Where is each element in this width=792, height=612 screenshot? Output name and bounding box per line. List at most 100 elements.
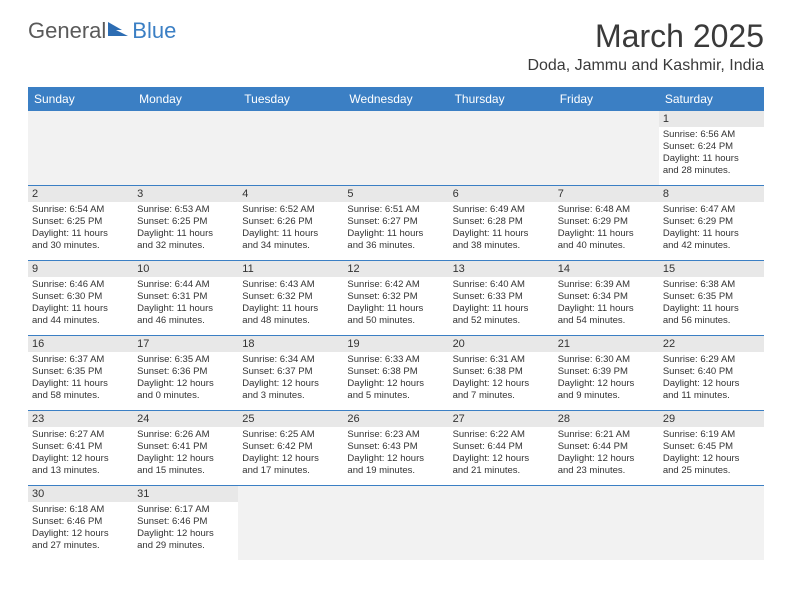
info-line: Sunset: 6:44 PM (453, 441, 550, 453)
day-cell: 19Sunrise: 6:33 AMSunset: 6:38 PMDayligh… (343, 336, 448, 410)
info-line: Sunset: 6:40 PM (663, 366, 760, 378)
info-line: Sunrise: 6:18 AM (32, 504, 129, 516)
info-line: Daylight: 12 hours (347, 378, 444, 390)
sun-info: Sunrise: 6:23 AMSunset: 6:43 PMDaylight:… (347, 429, 444, 477)
info-line: Sunset: 6:28 PM (453, 216, 550, 228)
day-cell: 30Sunrise: 6:18 AMSunset: 6:46 PMDayligh… (28, 486, 133, 560)
info-line: Sunset: 6:32 PM (242, 291, 339, 303)
day-cell: 8Sunrise: 6:47 AMSunset: 6:29 PMDaylight… (659, 186, 764, 260)
day-number: 17 (133, 336, 238, 352)
empty-cell (554, 111, 659, 185)
info-line: Sunrise: 6:29 AM (663, 354, 760, 366)
day-header-row: SundayMondayTuesdayWednesdayThursdayFrid… (28, 87, 764, 111)
day-number: 13 (449, 261, 554, 277)
location-text: Doda, Jammu and Kashmir, India (527, 57, 764, 75)
info-line: Daylight: 11 hours (347, 228, 444, 240)
info-line: Sunrise: 6:37 AM (32, 354, 129, 366)
sun-info: Sunrise: 6:47 AMSunset: 6:29 PMDaylight:… (663, 204, 760, 252)
week-row: 23Sunrise: 6:27 AMSunset: 6:41 PMDayligh… (28, 411, 764, 486)
sun-info: Sunrise: 6:39 AMSunset: 6:34 PMDaylight:… (558, 279, 655, 327)
info-line: Daylight: 12 hours (347, 453, 444, 465)
week-row: 16Sunrise: 6:37 AMSunset: 6:35 PMDayligh… (28, 336, 764, 411)
sun-info: Sunrise: 6:18 AMSunset: 6:46 PMDaylight:… (32, 504, 129, 552)
info-line: and 56 minutes. (663, 315, 760, 327)
info-line: Sunrise: 6:54 AM (32, 204, 129, 216)
info-line: Sunrise: 6:51 AM (347, 204, 444, 216)
logo: General Blue (28, 18, 176, 44)
info-line: Daylight: 12 hours (663, 453, 760, 465)
info-line: Daylight: 11 hours (663, 228, 760, 240)
day-number: 28 (554, 411, 659, 427)
sun-info: Sunrise: 6:27 AMSunset: 6:41 PMDaylight:… (32, 429, 129, 477)
info-line: Daylight: 11 hours (453, 303, 550, 315)
sun-info: Sunrise: 6:40 AMSunset: 6:33 PMDaylight:… (453, 279, 550, 327)
day-cell: 11Sunrise: 6:43 AMSunset: 6:32 PMDayligh… (238, 261, 343, 335)
sun-info: Sunrise: 6:54 AMSunset: 6:25 PMDaylight:… (32, 204, 129, 252)
day-cell: 25Sunrise: 6:25 AMSunset: 6:42 PMDayligh… (238, 411, 343, 485)
day-cell: 3Sunrise: 6:53 AMSunset: 6:25 PMDaylight… (133, 186, 238, 260)
sun-info: Sunrise: 6:37 AMSunset: 6:35 PMDaylight:… (32, 354, 129, 402)
info-line: Daylight: 12 hours (32, 528, 129, 540)
day-cell: 4Sunrise: 6:52 AMSunset: 6:26 PMDaylight… (238, 186, 343, 260)
day-number: 18 (238, 336, 343, 352)
logo-text-1: General (28, 18, 106, 44)
info-line: and 54 minutes. (558, 315, 655, 327)
info-line: Daylight: 11 hours (32, 303, 129, 315)
empty-cell (554, 486, 659, 560)
info-line: and 46 minutes. (137, 315, 234, 327)
month-title: March 2025 (527, 18, 764, 55)
empty-cell (343, 486, 448, 560)
info-line: Sunset: 6:43 PM (347, 441, 444, 453)
day-cell: 5Sunrise: 6:51 AMSunset: 6:27 PMDaylight… (343, 186, 448, 260)
info-line: and 23 minutes. (558, 465, 655, 477)
day-cell: 7Sunrise: 6:48 AMSunset: 6:29 PMDaylight… (554, 186, 659, 260)
day-cell: 14Sunrise: 6:39 AMSunset: 6:34 PMDayligh… (554, 261, 659, 335)
sun-info: Sunrise: 6:22 AMSunset: 6:44 PMDaylight:… (453, 429, 550, 477)
sun-info: Sunrise: 6:34 AMSunset: 6:37 PMDaylight:… (242, 354, 339, 402)
info-line: Daylight: 12 hours (453, 378, 550, 390)
day-cell: 12Sunrise: 6:42 AMSunset: 6:32 PMDayligh… (343, 261, 448, 335)
day-cell: 15Sunrise: 6:38 AMSunset: 6:35 PMDayligh… (659, 261, 764, 335)
info-line: Sunrise: 6:46 AM (32, 279, 129, 291)
day-cell: 29Sunrise: 6:19 AMSunset: 6:45 PMDayligh… (659, 411, 764, 485)
info-line: Sunset: 6:32 PM (347, 291, 444, 303)
info-line: and 30 minutes. (32, 240, 129, 252)
day-cell: 1Sunrise: 6:56 AMSunset: 6:24 PMDaylight… (659, 111, 764, 185)
info-line: Sunset: 6:35 PM (663, 291, 760, 303)
info-line: Daylight: 12 hours (137, 528, 234, 540)
info-line: Sunrise: 6:49 AM (453, 204, 550, 216)
info-line: and 28 minutes. (663, 165, 760, 177)
day-cell: 23Sunrise: 6:27 AMSunset: 6:41 PMDayligh… (28, 411, 133, 485)
day-cell: 24Sunrise: 6:26 AMSunset: 6:41 PMDayligh… (133, 411, 238, 485)
day-cell: 17Sunrise: 6:35 AMSunset: 6:36 PMDayligh… (133, 336, 238, 410)
info-line: Daylight: 11 hours (347, 303, 444, 315)
sun-info: Sunrise: 6:56 AMSunset: 6:24 PMDaylight:… (663, 129, 760, 177)
info-line: Sunrise: 6:47 AM (663, 204, 760, 216)
info-line: Daylight: 12 hours (242, 453, 339, 465)
info-line: and 42 minutes. (663, 240, 760, 252)
info-line: Daylight: 11 hours (558, 303, 655, 315)
info-line: Sunset: 6:34 PM (558, 291, 655, 303)
day-header-cell: Wednesday (343, 87, 448, 111)
info-line: Sunset: 6:38 PM (347, 366, 444, 378)
day-number: 27 (449, 411, 554, 427)
info-line: Sunrise: 6:31 AM (453, 354, 550, 366)
info-line: and 38 minutes. (453, 240, 550, 252)
info-line: Sunset: 6:31 PM (137, 291, 234, 303)
info-line: Daylight: 11 hours (558, 228, 655, 240)
empty-cell (238, 111, 343, 185)
info-line: Daylight: 12 hours (137, 453, 234, 465)
info-line: and 52 minutes. (453, 315, 550, 327)
info-line: Daylight: 11 hours (137, 228, 234, 240)
info-line: and 44 minutes. (32, 315, 129, 327)
day-cell: 31Sunrise: 6:17 AMSunset: 6:46 PMDayligh… (133, 486, 238, 560)
day-cell: 2Sunrise: 6:54 AMSunset: 6:25 PMDaylight… (28, 186, 133, 260)
empty-cell (238, 486, 343, 560)
logo-flag-icon (108, 18, 130, 44)
info-line: Sunset: 6:30 PM (32, 291, 129, 303)
week-row: 30Sunrise: 6:18 AMSunset: 6:46 PMDayligh… (28, 486, 764, 560)
info-line: Daylight: 12 hours (558, 378, 655, 390)
info-line: Sunrise: 6:43 AM (242, 279, 339, 291)
info-line: Sunset: 6:46 PM (32, 516, 129, 528)
info-line: Sunrise: 6:34 AM (242, 354, 339, 366)
